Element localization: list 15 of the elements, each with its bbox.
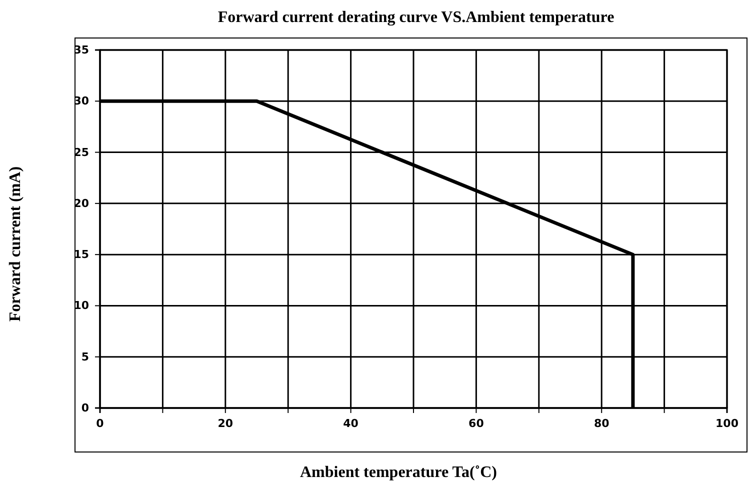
x-tick-label: 20: [218, 416, 234, 430]
chart-title: Forward current derating curve VS.Ambient temperature: [218, 9, 614, 26]
y-axis-title: Forward current (mA): [7, 166, 24, 322]
y-tick-label: 15: [74, 248, 89, 262]
x-axis-title: Ambient temperature Ta(˚C): [300, 464, 498, 481]
y-tick-label: 30: [74, 94, 90, 108]
x-tick-label: 40: [343, 416, 359, 430]
x-tick-label: 0: [96, 416, 104, 430]
y-tick-label: 10: [74, 299, 90, 312]
x-tick-label: 80: [594, 416, 610, 430]
y-tick-label: 35: [74, 44, 89, 57]
y-tick-label: 0: [81, 402, 90, 415]
x-tick-label: 100: [716, 416, 739, 430]
y-tick-label: 5: [81, 350, 89, 364]
x-tick-label: 60: [468, 416, 484, 430]
